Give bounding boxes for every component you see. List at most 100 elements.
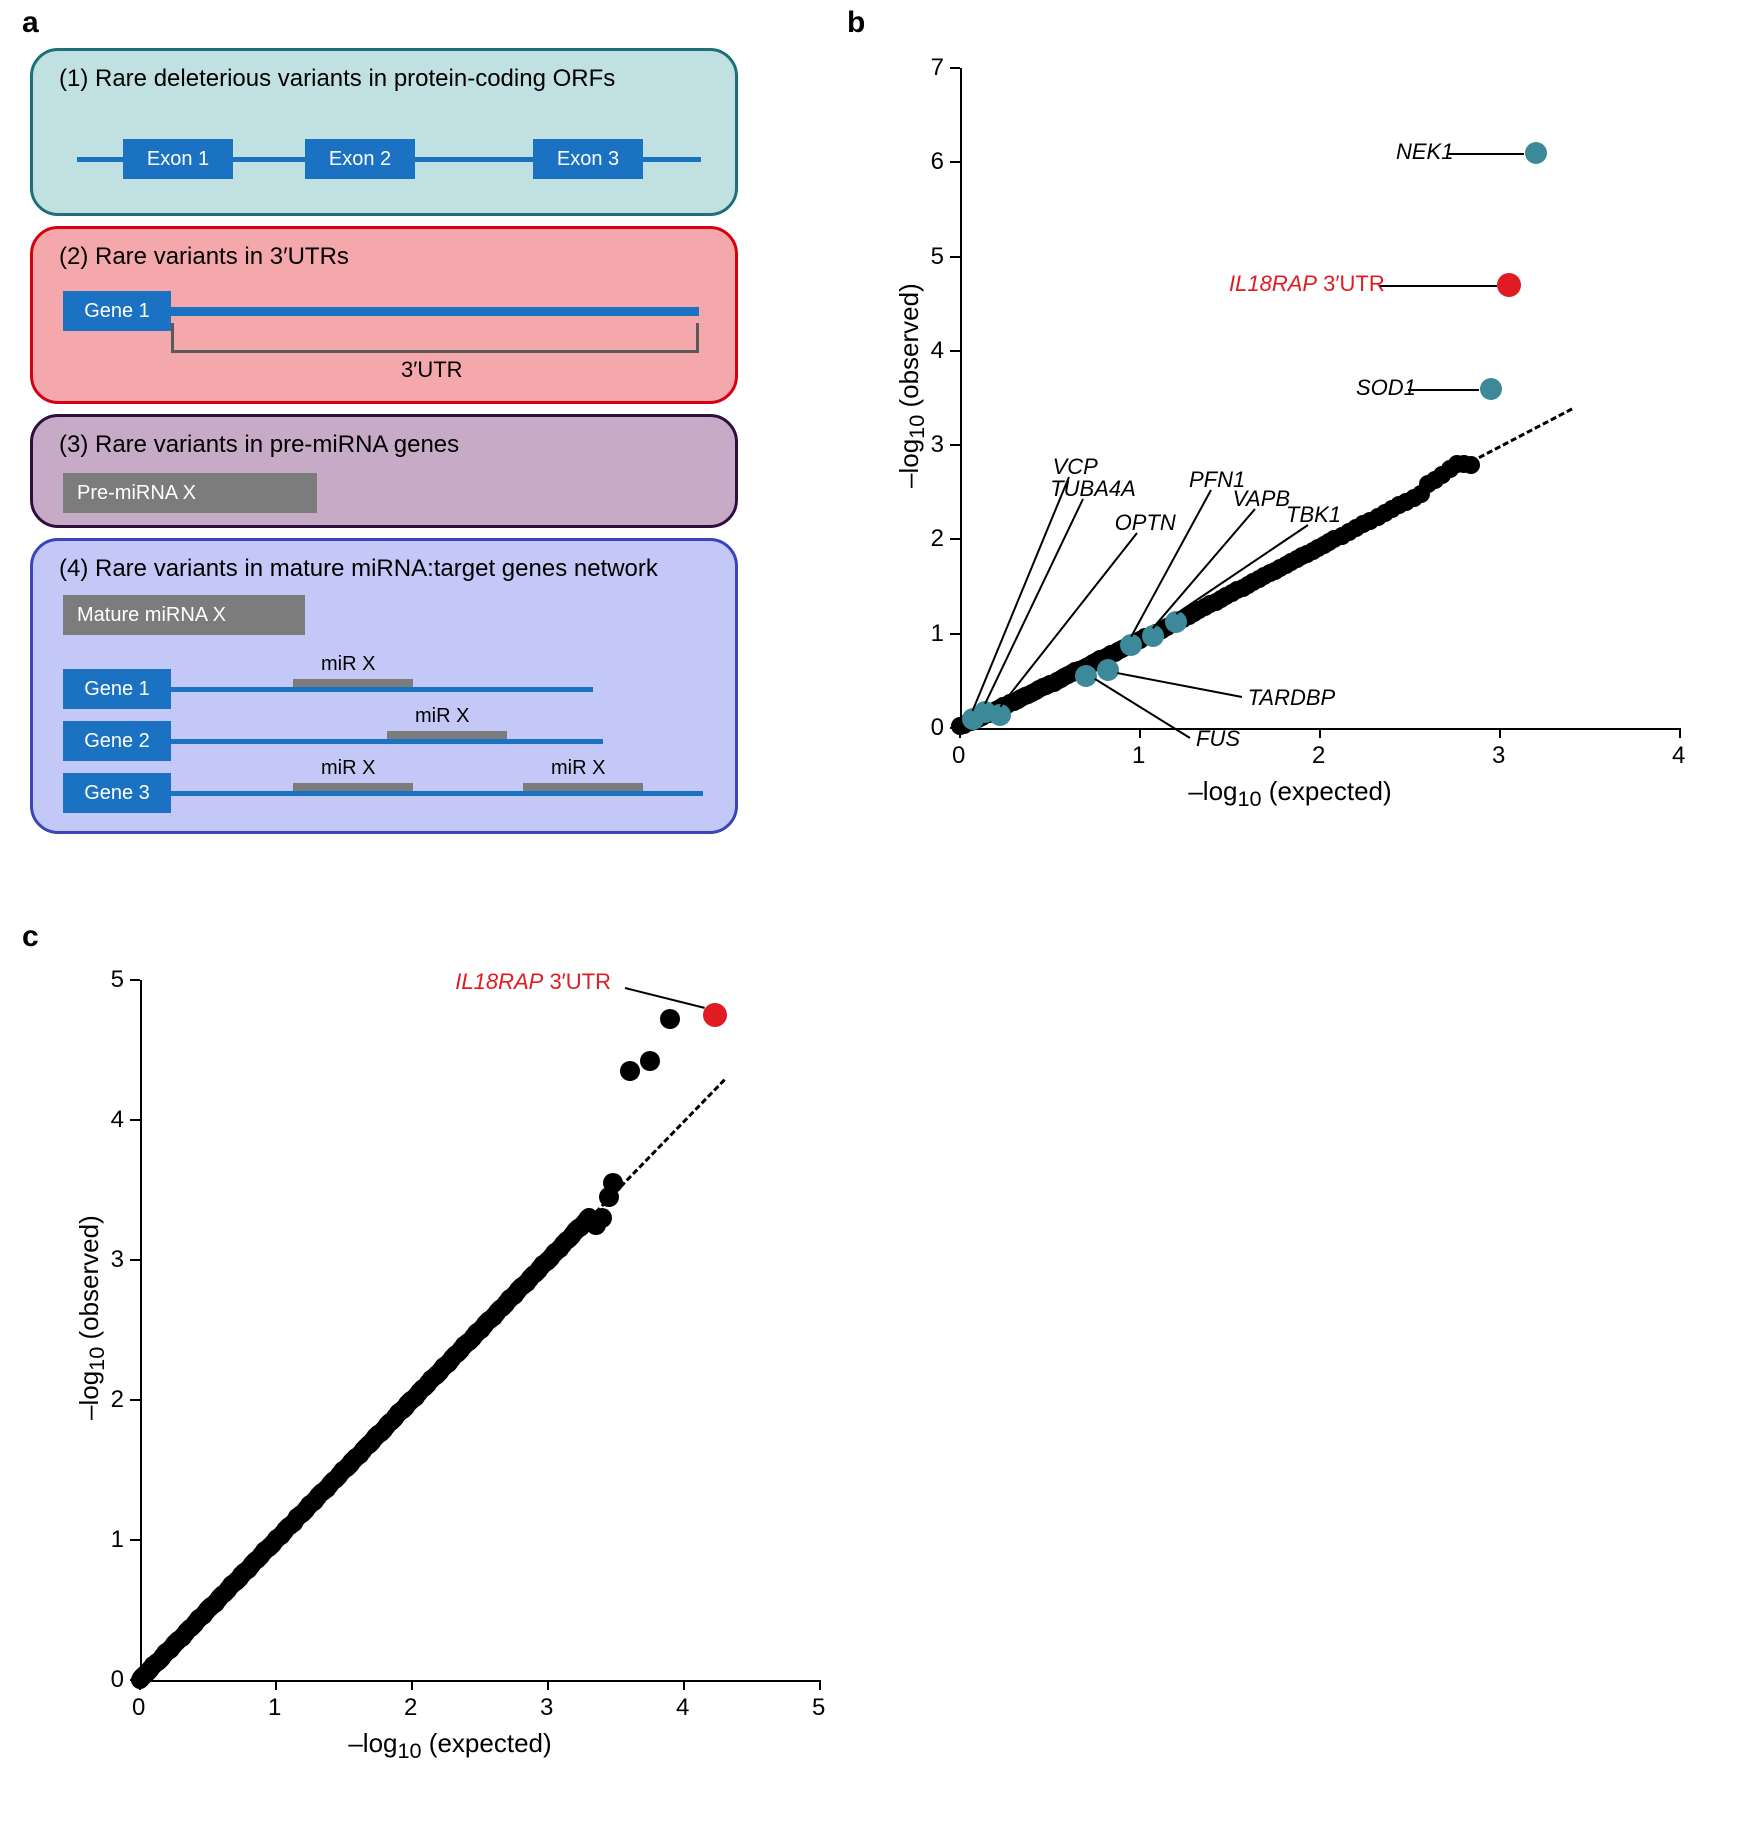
x-tick bbox=[275, 1680, 277, 1690]
x-tick bbox=[1139, 728, 1141, 738]
x-tick bbox=[547, 1680, 549, 1690]
data-point bbox=[1462, 456, 1480, 474]
panel-c-label: c bbox=[22, 920, 39, 954]
panel-c-chart: 012345012345–log10 (expected)–log10 (obs… bbox=[40, 960, 860, 1780]
box1-exon-3: Exon 3 bbox=[533, 139, 643, 179]
y-tick bbox=[950, 538, 960, 540]
x-axis-label: –log10 (expected) bbox=[40, 1728, 860, 1764]
y-axis-label: –log10 (observed) bbox=[894, 283, 930, 488]
x-tick-label: 5 bbox=[812, 1694, 825, 1722]
box1-title: (1) Rare deleterious variants in protein… bbox=[59, 65, 615, 93]
annotation-label: NEK1 bbox=[1396, 139, 1453, 165]
box4-gene3-label: Gene 3 bbox=[63, 773, 171, 813]
box4-gene1-label: Gene 1 bbox=[63, 669, 171, 709]
box4-mirx-label-3a: miR X bbox=[321, 757, 375, 780]
y-tick-label: 0 bbox=[931, 714, 944, 742]
y-tick bbox=[950, 633, 960, 635]
box4-mirx-bar-2 bbox=[387, 731, 507, 739]
x-tick-label: 3 bbox=[540, 1694, 553, 1722]
annotation-label: PFN1 bbox=[1189, 467, 1245, 493]
x-tick-label: 1 bbox=[1132, 742, 1145, 770]
box4-gene2-label: Gene 2 bbox=[63, 721, 171, 761]
x-tick bbox=[819, 1680, 821, 1690]
highlight-point-tardbp bbox=[1097, 659, 1119, 681]
x-axis-label: –log10 (expected) bbox=[870, 776, 1710, 812]
y-tick bbox=[950, 161, 960, 163]
y-tick-label: 6 bbox=[931, 148, 944, 176]
y-tick-label: 3 bbox=[931, 431, 944, 459]
panel-a-box-3: (3) Rare variants in pre-miRNA genes Pre… bbox=[30, 414, 738, 528]
panel-a-box-4: (4) Rare variants in mature miRNA:target… bbox=[30, 538, 738, 834]
box4-mirx-label-1: miR X bbox=[321, 653, 375, 676]
x-tick bbox=[1319, 728, 1321, 738]
annotation-line bbox=[1380, 285, 1497, 287]
data-point bbox=[660, 1009, 680, 1029]
y-tick-label: 4 bbox=[931, 337, 944, 365]
data-point bbox=[592, 1208, 612, 1228]
y-tick-label: 5 bbox=[111, 966, 124, 994]
box4-mature-mirna: Mature miRNA X bbox=[63, 595, 305, 635]
y-tick-label: 2 bbox=[931, 525, 944, 553]
box2-gene-label: Gene 1 bbox=[63, 291, 171, 331]
y-axis-label: –log10 (observed) bbox=[74, 1215, 110, 1420]
panel-a-box-2: (2) Rare variants in 3′UTRs Gene 1 3′UTR bbox=[30, 226, 738, 404]
y-tick-label: 4 bbox=[111, 1106, 124, 1134]
box1-exon-2: Exon 2 bbox=[305, 139, 415, 179]
y-tick bbox=[950, 444, 960, 446]
box3-title: (3) Rare variants in pre-miRNA genes bbox=[59, 431, 459, 459]
highlight-point-fus bbox=[1075, 665, 1097, 687]
y-tick bbox=[130, 979, 140, 981]
data-point bbox=[640, 1051, 660, 1071]
x-tick-label: 1 bbox=[268, 1694, 281, 1722]
x-tick bbox=[1679, 728, 1681, 738]
x-tick-label: 0 bbox=[952, 742, 965, 770]
box2-utr-line bbox=[163, 307, 699, 316]
annotation-label: TARDBP bbox=[1248, 685, 1336, 711]
box3-pre-mirna: Pre-miRNA X bbox=[63, 473, 317, 513]
x-tick bbox=[411, 1680, 413, 1690]
y-tick-label: 2 bbox=[111, 1386, 124, 1414]
box4-gene1-line bbox=[163, 687, 593, 692]
x-tick-label: 4 bbox=[1672, 742, 1685, 770]
y-tick-label: 1 bbox=[931, 620, 944, 648]
x-tick-label: 4 bbox=[676, 1694, 689, 1722]
y-tick bbox=[950, 67, 960, 69]
box2-utr-label: 3′UTR bbox=[401, 357, 463, 383]
box1-exon-1: Exon 1 bbox=[123, 139, 233, 179]
y-tick-label: 5 bbox=[931, 243, 944, 271]
y-tick bbox=[950, 350, 960, 352]
annotation-label: IL18RAP 3′UTR bbox=[455, 969, 611, 995]
box4-mirx-bar-1 bbox=[293, 679, 413, 687]
y-tick-label: 0 bbox=[111, 1666, 124, 1694]
y-tick bbox=[130, 1399, 140, 1401]
y-axis bbox=[140, 980, 142, 1680]
panel-b-label: b bbox=[847, 6, 865, 40]
data-point bbox=[603, 1173, 623, 1193]
panel-b-chart: 0 1 2 3 4 0 1 2 3 4 5 6 7 –log10 (expected) –log10 (ob… bbox=[870, 48, 1710, 828]
box4-title: (4) Rare variants in mature miRNA:target… bbox=[59, 555, 658, 583]
y-tick bbox=[130, 1119, 140, 1121]
box2-title: (2) Rare variants in 3′UTRs bbox=[59, 243, 349, 271]
highlight-point-il18rap bbox=[703, 1003, 727, 1027]
annotation-line bbox=[1116, 672, 1241, 698]
box4-mirx-bar-3b bbox=[523, 783, 643, 791]
x-tick-label: 2 bbox=[404, 1694, 417, 1722]
box4-mirx-label-3b: miR X bbox=[551, 757, 605, 780]
y-tick bbox=[950, 256, 960, 258]
annotation-line bbox=[625, 987, 705, 1009]
annotation-line bbox=[1448, 153, 1524, 155]
y-tick-label: 7 bbox=[931, 54, 944, 82]
x-tick-label: 2 bbox=[1312, 742, 1325, 770]
x-axis bbox=[140, 1680, 820, 1682]
y-tick bbox=[130, 1539, 140, 1541]
figure-root: a b c (1) Rare deleterious variants in p… bbox=[0, 0, 1755, 1821]
box4-gene3-line bbox=[163, 791, 703, 796]
x-tick-label: 3 bbox=[1492, 742, 1505, 770]
panel-a-label: a bbox=[22, 6, 39, 40]
box4-mirx-bar-3a bbox=[293, 783, 413, 791]
panel-a-box-1: (1) Rare deleterious variants in protein… bbox=[30, 48, 738, 216]
highlight-point-il18rap bbox=[1497, 273, 1521, 297]
data-point bbox=[620, 1061, 640, 1081]
annotation-label: OPTN bbox=[1115, 510, 1176, 536]
annotation-label: VCP bbox=[1053, 454, 1098, 480]
